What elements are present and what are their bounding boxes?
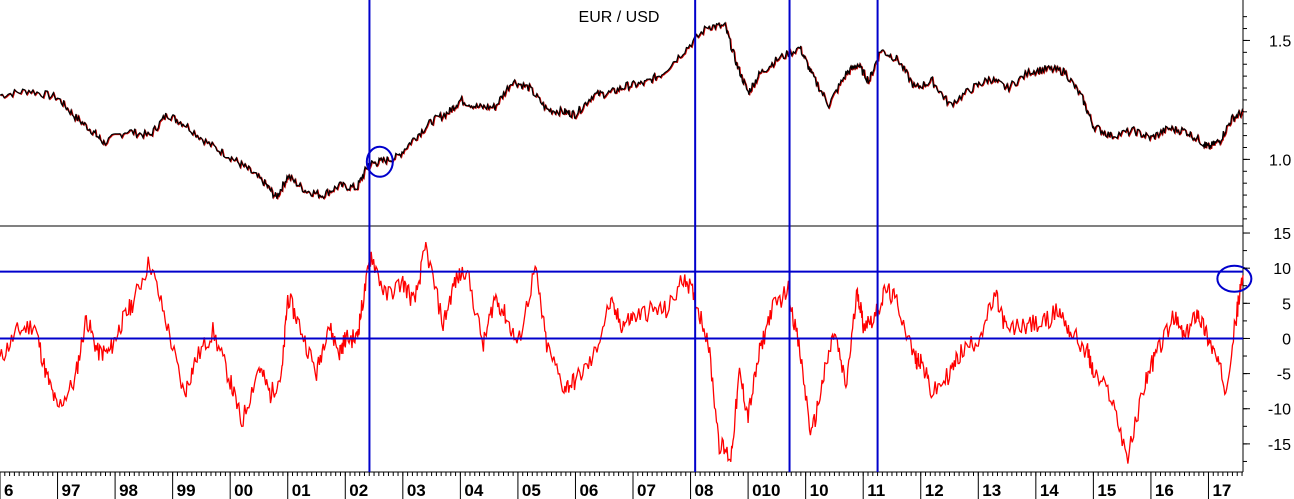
x-tick-label: 04 <box>464 481 483 499</box>
oscillator-y-tick-label: -5 <box>1277 367 1291 384</box>
price-series-shadow <box>0 22 1245 200</box>
x-tick-label: 6 <box>4 481 13 499</box>
chart-title: EUR / USD <box>579 9 660 26</box>
x-tick-label: 97 <box>62 481 81 499</box>
x-tick-label: 10 <box>810 481 829 499</box>
x-tick-label: 98 <box>119 481 138 499</box>
x-tick-label: 02 <box>349 481 368 499</box>
x-tick-label: 08 <box>695 481 714 499</box>
x-tick-label: 12 <box>925 481 944 499</box>
x-tick-label: 01 <box>292 481 311 499</box>
x-tick-label: 03 <box>407 481 426 499</box>
x-tick-label: 16 <box>1155 481 1174 499</box>
price-y-tick-label: 1.5 <box>1269 33 1291 50</box>
oscillator-y-tick-label: -10 <box>1268 402 1291 419</box>
x-tick-label: 05 <box>522 481 541 499</box>
x-tick-label: 00 <box>234 481 253 499</box>
x-tick-label: 010 <box>752 481 780 499</box>
x-tick-label: 07 <box>637 481 656 499</box>
oscillator-y-tick-label: 10 <box>1273 261 1291 278</box>
x-tick-label: 14 <box>1040 481 1059 499</box>
oscillator-y-tick-label: 15 <box>1273 226 1291 243</box>
x-tick-label: 11 <box>867 481 885 499</box>
highlight-circle-price <box>365 145 394 178</box>
oscillator-series-line <box>0 241 1244 464</box>
oscillator-y-tick-label: 5 <box>1282 296 1291 313</box>
x-tick-label: 15 <box>1097 481 1116 499</box>
oscillator-y-tick-label: 0 <box>1282 331 1291 348</box>
price-y-tick-label: 1.0 <box>1269 152 1291 169</box>
price-series-line <box>0 21 1244 200</box>
x-tick-label: 99 <box>177 481 196 499</box>
x-tick-label: 13 <box>982 481 1001 499</box>
x-tick-label: 17 <box>1212 481 1231 499</box>
highlight-circle-oscillator <box>1216 264 1253 293</box>
oscillator-y-tick-label: -15 <box>1268 437 1291 454</box>
x-tick-label: 06 <box>579 481 598 499</box>
